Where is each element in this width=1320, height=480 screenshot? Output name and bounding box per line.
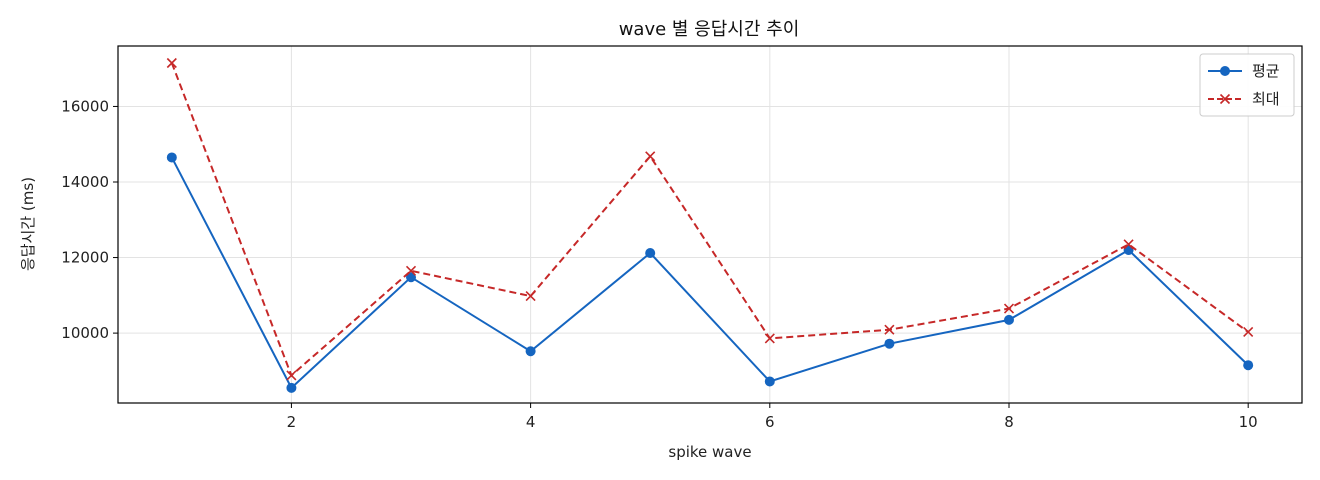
data-point <box>645 151 656 162</box>
y-tick-label: 16000 <box>61 97 109 115</box>
data-point <box>764 376 775 387</box>
series-average <box>166 152 1254 393</box>
data-point <box>286 370 297 381</box>
data-point <box>406 272 417 283</box>
data-point <box>1003 303 1015 314</box>
y-tick-label: 14000 <box>61 173 109 191</box>
data-point <box>884 338 895 349</box>
chart-title: wave 별 응답시간 추이 <box>619 19 800 40</box>
data-point <box>1243 360 1254 371</box>
data-point <box>525 346 536 357</box>
legend-item: 평균 <box>1208 62 1280 80</box>
legend-marker <box>1219 93 1231 105</box>
data-point <box>645 248 656 259</box>
data-point <box>525 291 536 302</box>
legend-item: 최대 <box>1208 90 1280 108</box>
data-point <box>286 382 297 393</box>
plot-frame <box>117 45 1303 404</box>
legend-box <box>1199 53 1295 117</box>
x-tick-label: 10 <box>1239 413 1258 431</box>
y-tick-label: 10000 <box>61 324 109 342</box>
x-axis: 2 4 6 8 10 <box>287 403 1258 431</box>
data-point <box>884 324 895 335</box>
x-tick-label: 4 <box>526 413 536 431</box>
data-point <box>166 152 177 163</box>
x-axis-label: spike wave <box>668 443 751 461</box>
data-point <box>405 265 417 276</box>
y-axis-label: 응답시간 (ms) <box>19 177 37 271</box>
data-point <box>1243 326 1254 338</box>
legend-label: 평균 <box>1252 62 1280 80</box>
y-axis: 10000 12000 14000 16000 <box>61 97 118 342</box>
grid-layer <box>118 46 1302 403</box>
legend-marker <box>1220 66 1230 76</box>
data-point <box>1123 239 1134 250</box>
data-point <box>166 57 177 69</box>
legend-label: 최대 <box>1252 90 1280 108</box>
series-line <box>170 62 1249 378</box>
x-tick-label: 6 <box>765 413 775 431</box>
data-point <box>1003 314 1014 325</box>
x-tick-label: 8 <box>1004 413 1014 431</box>
data-point <box>764 333 775 344</box>
series-maximum <box>166 57 1254 381</box>
series-layer <box>166 57 1254 393</box>
series-line <box>170 156 1249 390</box>
x-tick-label: 2 <box>287 413 297 431</box>
y-tick-label: 12000 <box>61 249 109 267</box>
